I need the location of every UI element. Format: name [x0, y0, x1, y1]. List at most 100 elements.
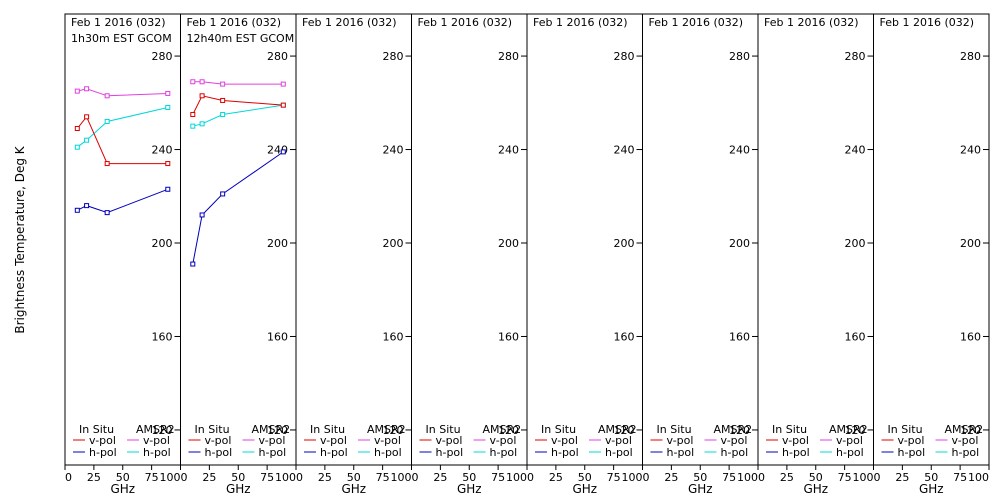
panel-4: Feb 1 2016 (032) 120 160 200 240 280 0 25 50 75 10…	[411, 13, 528, 496]
panel-title: Feb 1 2016 (032)	[880, 16, 975, 29]
panel-title: Feb 1 2016 (032)	[764, 16, 859, 29]
legend-header-in-situ: In Situ	[772, 423, 807, 436]
y-tick-label: 240	[498, 144, 519, 157]
y-tick-label: 240	[960, 144, 981, 157]
y-tick-label: 120	[845, 424, 866, 437]
panel-6: Feb 1 2016 (032) 120 160 200 240 280 0 25 50 75 10…	[642, 13, 759, 496]
x-axis-label: GHz	[226, 482, 251, 496]
x-tick-label: 50	[347, 471, 361, 484]
legend-header-sensor: AMSR2	[483, 423, 522, 436]
y-tick-label: 160	[267, 330, 288, 343]
x-axis-label: GHz	[572, 482, 597, 496]
legend-header-sensor: AMSR2	[252, 423, 291, 436]
y-tick-label: 120	[498, 424, 519, 437]
data-point-in_situ_h	[104, 210, 110, 216]
x-tick-label: 0	[758, 471, 765, 484]
y-tick-label: 160	[729, 330, 750, 343]
data-point-in_situ_h	[74, 207, 80, 213]
data-point-sensor_h	[165, 104, 171, 110]
x-tick-label: 50	[924, 471, 938, 484]
y-tick-label: 200	[498, 237, 519, 250]
legend-label-sensor_h: h-pol	[374, 446, 402, 459]
series-line-sensor_v	[192, 81, 284, 85]
y-tick-label: 240	[614, 144, 635, 157]
legend-header-sensor: AMSR2	[136, 423, 175, 436]
legend-label-in_situ_h: h-pol	[898, 446, 926, 459]
panel-title: Feb 1 2016 (032)	[187, 16, 282, 29]
x-axis-label: GHz	[688, 482, 713, 496]
x-tick-label: 0	[65, 471, 72, 484]
y-tick-label: 240	[845, 144, 866, 157]
legend-header-in-situ: In Situ	[888, 423, 923, 436]
y-tick-label: 200	[960, 237, 981, 250]
data-point-sensor_h	[74, 144, 80, 150]
x-axis-label: GHz	[110, 482, 135, 496]
legend-label-sensor_v: v-pol	[721, 434, 748, 447]
data-point-in_situ_h	[199, 212, 205, 218]
x-tick-label: 50	[693, 471, 707, 484]
y-tick-label: 280	[152, 50, 173, 63]
y-tick-label: 280	[614, 50, 635, 63]
y-tick-label: 160	[383, 330, 404, 343]
panel-2: Feb 1 2016 (032) 12h40m EST GCOM 120 160 200…	[180, 13, 297, 496]
x-tick-label: 75	[260, 471, 274, 484]
series-line-in_situ_h	[77, 188, 168, 214]
y-tick-label: 200	[614, 237, 635, 250]
x-axis-label: GHz	[457, 482, 482, 496]
panel-7: Feb 1 2016 (032) 120 160 200 240 280 0 25 50 75 10…	[757, 13, 874, 496]
x-tick-label: 50	[578, 471, 592, 484]
data-point-in_situ_v	[165, 161, 171, 167]
data-point-sensor_v	[165, 90, 171, 96]
y-tick-label: 160	[960, 330, 981, 343]
y-tick-label: 160	[845, 330, 866, 343]
data-point-in_situ_v	[280, 102, 286, 108]
legend-label-in_situ_h: h-pol	[782, 446, 810, 459]
legend-header-in-situ: In Situ	[657, 423, 692, 436]
x-tick-label: 50	[809, 471, 823, 484]
y-tick-label: 120	[267, 424, 288, 437]
legend-header-in-situ: In Situ	[541, 423, 576, 436]
data-point-sensor_h	[190, 123, 196, 129]
x-tick-label: 75	[838, 471, 852, 484]
data-point-in_situ_h	[220, 191, 226, 197]
legend-label-in_situ_v: v-pol	[898, 434, 925, 447]
legend-label-in_situ_h: h-pol	[667, 446, 695, 459]
legend-label-sensor_v: v-pol	[836, 434, 863, 447]
x-tick-label: 75	[722, 471, 736, 484]
legend-label-sensor_h: h-pol	[259, 446, 287, 459]
legend-label-in_situ_v: v-pol	[205, 434, 232, 447]
legend-header-sensor: AMSR2	[714, 423, 753, 436]
panel-subtitle: 12h40m EST GCOM	[187, 32, 295, 45]
y-tick-label: 280	[960, 50, 981, 63]
data-point-in_situ_h	[165, 186, 171, 192]
legend-label-sensor_v: v-pol	[259, 434, 286, 447]
x-tick-label: 100	[160, 471, 181, 484]
x-tick-label: 100	[391, 471, 412, 484]
legend-label-in_situ_v: v-pol	[551, 434, 578, 447]
legend-header-sensor: AMSR2	[945, 423, 984, 436]
legend-header-in-situ: In Situ	[426, 423, 461, 436]
panel-subtitle: 1h30m EST GCOM	[71, 32, 172, 45]
panel-3: Feb 1 2016 (032) 120 160 200 240 280 0 25 50 75 10…	[295, 13, 412, 496]
legend-header-in-situ: In Situ	[195, 423, 230, 436]
legend-label-in_situ_v: v-pol	[667, 434, 694, 447]
legend-label-in_situ_h: h-pol	[205, 446, 233, 459]
legend-label-in_situ_h: h-pol	[320, 446, 348, 459]
x-axis-label: GHz	[341, 482, 366, 496]
legend-label-in_situ_h: h-pol	[436, 446, 464, 459]
series-in_situ_v	[190, 93, 286, 117]
series-in_situ_h	[74, 186, 171, 216]
legend-header-sensor: AMSR2	[367, 423, 406, 436]
y-tick-label: 200	[845, 237, 866, 250]
y-tick-label: 200	[152, 237, 173, 250]
x-tick-label: 50	[116, 471, 130, 484]
legend-label-in_situ_v: v-pol	[436, 434, 463, 447]
panel-title: Feb 1 2016 (032)	[533, 16, 628, 29]
y-tick-label: 280	[729, 50, 750, 63]
x-tick-label: 100	[737, 471, 758, 484]
x-tick-label: 25	[895, 471, 909, 484]
